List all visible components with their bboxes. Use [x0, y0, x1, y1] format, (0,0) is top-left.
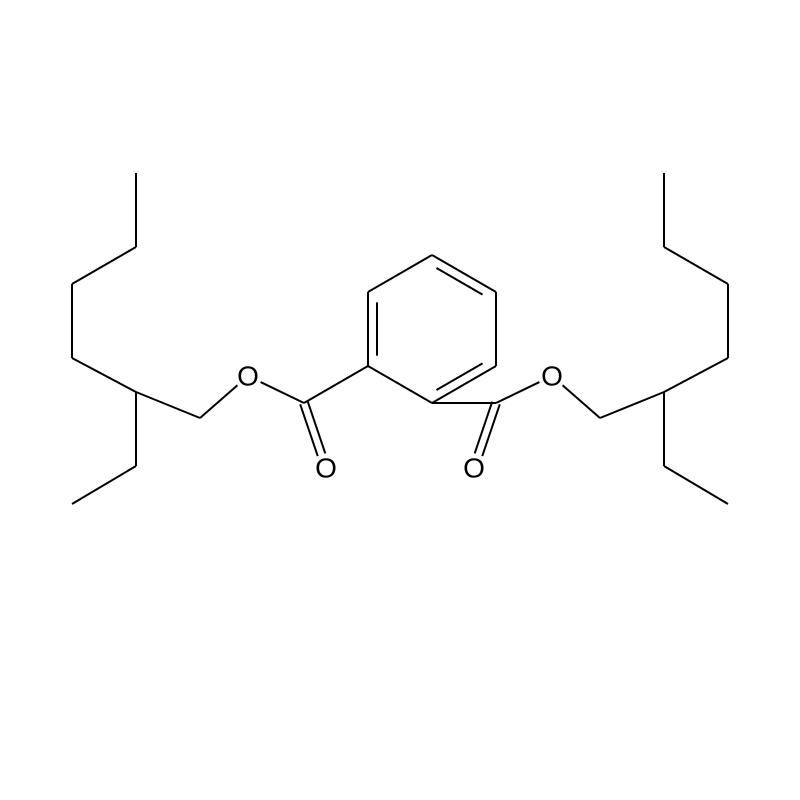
- bond: [432, 255, 496, 292]
- bond: [664, 466, 728, 504]
- bond: [368, 366, 432, 403]
- bond: [664, 358, 728, 392]
- bond: [300, 404, 318, 456]
- bond: [72, 247, 136, 284]
- bond: [432, 366, 496, 403]
- bond: [200, 385, 237, 418]
- bond: [664, 247, 728, 284]
- bond: [261, 382, 304, 403]
- atom-label: O: [237, 361, 259, 392]
- bond: [475, 402, 493, 454]
- bond: [308, 402, 326, 454]
- atom-label: O: [541, 361, 563, 392]
- bond: [72, 466, 136, 504]
- bond: [600, 392, 664, 418]
- bond: [496, 382, 539, 403]
- atom-label: O: [315, 453, 337, 484]
- bond: [368, 255, 432, 292]
- bond: [136, 392, 200, 418]
- bond: [304, 366, 368, 403]
- bond: [482, 404, 500, 456]
- atom-label: O: [463, 453, 485, 484]
- bond: [563, 385, 600, 418]
- bond: [72, 358, 136, 392]
